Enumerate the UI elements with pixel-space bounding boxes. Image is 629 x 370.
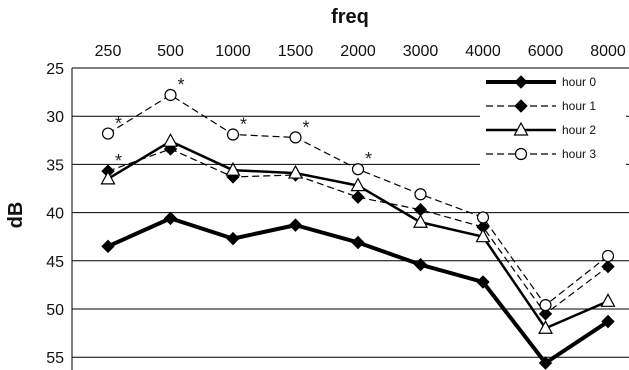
legend-label: hour 3 xyxy=(562,147,596,161)
series-line xyxy=(107,148,609,315)
x-tick-label: 250 xyxy=(95,43,122,60)
y-tick-label: 50 xyxy=(46,302,64,319)
data-point xyxy=(475,228,491,243)
y-tick-label: 35 xyxy=(46,157,64,174)
data-point xyxy=(413,203,428,217)
data-point xyxy=(226,128,240,141)
legend-box xyxy=(480,69,626,172)
legend-item: hour 1 xyxy=(486,99,596,113)
data-point xyxy=(288,218,303,232)
data-point xyxy=(412,213,429,228)
legend: hour 0 hour 1 hour 2 hour 3 xyxy=(480,69,626,172)
data-point xyxy=(601,314,615,329)
x-tick-label: 1000 xyxy=(215,43,251,60)
y-tick-label: 45 xyxy=(46,254,64,271)
data-point xyxy=(513,121,529,136)
data-point xyxy=(600,293,616,307)
data-point xyxy=(414,188,427,201)
annotation-mark: * xyxy=(240,115,247,135)
data-point xyxy=(100,170,116,185)
annotation-mark: * xyxy=(303,117,310,137)
data-point xyxy=(476,275,490,289)
data-point xyxy=(601,249,615,263)
legend-label: hour 1 xyxy=(562,99,596,113)
data-point xyxy=(351,235,365,250)
data-point xyxy=(351,163,365,176)
y-tick-label: 55 xyxy=(46,350,64,367)
data-point xyxy=(101,127,115,140)
annotation-mark: * xyxy=(365,149,372,169)
y-tick-label: 30 xyxy=(46,109,64,126)
x-tick-labels: 250 500 1000 1500 2000 3000 4000 6000 8000 xyxy=(95,43,626,60)
series-hour-0 xyxy=(101,211,615,370)
data-point xyxy=(601,259,615,274)
x-tick-label: 1500 xyxy=(278,43,314,60)
gridlines xyxy=(72,67,629,358)
legend-item: hour 3 xyxy=(486,147,596,161)
data-point xyxy=(413,257,428,272)
data-point xyxy=(351,190,365,204)
annotations: * * * * * * xyxy=(115,75,372,171)
x-axis-title: freq xyxy=(331,6,369,28)
annotation-mark: * xyxy=(115,114,122,134)
data-point xyxy=(539,299,552,312)
data-point xyxy=(476,211,490,224)
legend-item: hour 2 xyxy=(486,121,596,137)
data-point xyxy=(163,211,178,226)
data-point xyxy=(514,75,528,89)
y-tick-labels: 25 30 35 40 45 50 55 xyxy=(46,61,64,367)
data-point xyxy=(514,147,528,161)
data-point xyxy=(226,231,240,246)
x-tick-label: 500 xyxy=(157,43,184,60)
series-hour-3 xyxy=(101,88,615,312)
data-point xyxy=(538,307,553,321)
series-hour-2 xyxy=(100,133,616,334)
data-point xyxy=(537,320,554,334)
data-point xyxy=(350,177,366,192)
x-tick-label: 3000 xyxy=(403,43,439,60)
data-point xyxy=(225,161,241,176)
data-point xyxy=(164,88,177,102)
data-point xyxy=(101,239,115,254)
annotation-mark: * xyxy=(115,151,122,171)
x-tick-label: 2000 xyxy=(340,43,376,60)
data-point xyxy=(289,131,302,144)
y-tick-label: 40 xyxy=(46,206,64,223)
y-tick-label: 25 xyxy=(46,61,64,78)
x-tick-label: 8000 xyxy=(590,43,626,60)
x-tick-label: 4000 xyxy=(465,43,501,60)
legend-label: hour 2 xyxy=(562,123,596,137)
series xyxy=(100,88,616,370)
x-tick-label: 6000 xyxy=(528,43,564,60)
data-point xyxy=(162,133,179,147)
y-axis-title: dB xyxy=(5,202,27,229)
legend-label: hour 0 xyxy=(562,75,596,89)
data-point xyxy=(538,356,553,370)
legend-item: hour 0 xyxy=(486,75,596,89)
data-point xyxy=(287,164,304,179)
annotation-mark: * xyxy=(178,75,185,95)
data-point xyxy=(514,99,528,113)
